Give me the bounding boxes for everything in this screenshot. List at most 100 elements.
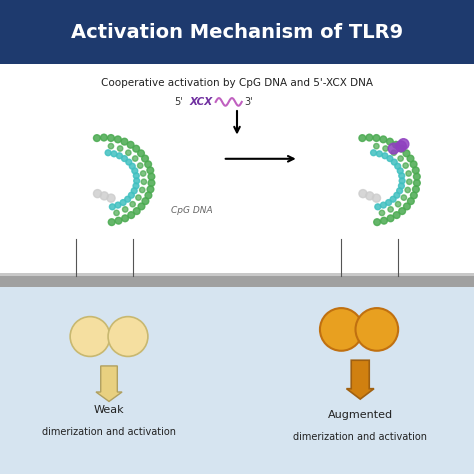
Circle shape	[374, 219, 381, 226]
Circle shape	[130, 201, 136, 207]
Circle shape	[366, 134, 373, 141]
Circle shape	[132, 156, 138, 161]
Circle shape	[121, 155, 128, 162]
Circle shape	[128, 212, 135, 219]
Circle shape	[133, 208, 140, 214]
Circle shape	[93, 135, 100, 141]
Circle shape	[142, 198, 149, 204]
Text: XCX: XCX	[190, 97, 213, 107]
Circle shape	[108, 219, 115, 226]
Circle shape	[108, 135, 114, 141]
Circle shape	[115, 136, 121, 143]
FancyArrow shape	[346, 360, 374, 399]
Text: dimerization and activation: dimerization and activation	[42, 427, 176, 438]
Circle shape	[405, 187, 410, 192]
Circle shape	[131, 188, 137, 194]
Circle shape	[356, 308, 398, 351]
Circle shape	[133, 146, 139, 152]
Circle shape	[381, 202, 386, 208]
Text: 3': 3'	[244, 97, 253, 107]
Circle shape	[142, 155, 148, 162]
Circle shape	[387, 155, 393, 162]
Circle shape	[117, 153, 122, 159]
Text: CpG DNA: CpG DNA	[171, 207, 213, 215]
Circle shape	[407, 155, 414, 162]
Circle shape	[407, 179, 412, 184]
Circle shape	[392, 159, 397, 165]
Circle shape	[138, 203, 145, 210]
Circle shape	[386, 138, 393, 145]
Circle shape	[115, 217, 122, 224]
Circle shape	[128, 192, 134, 198]
FancyBboxPatch shape	[0, 284, 474, 474]
Circle shape	[388, 143, 399, 154]
Circle shape	[122, 215, 128, 222]
Text: Cooperative activation by CpG DNA and 5'-XCX DNA: Cooperative activation by CpG DNA and 5'…	[101, 78, 373, 88]
Circle shape	[133, 173, 139, 179]
Circle shape	[109, 204, 115, 210]
Circle shape	[122, 207, 128, 212]
FancyBboxPatch shape	[0, 0, 474, 64]
Circle shape	[391, 150, 396, 155]
Circle shape	[93, 190, 101, 198]
Circle shape	[365, 192, 374, 200]
Circle shape	[410, 192, 417, 199]
Circle shape	[380, 136, 387, 143]
Circle shape	[359, 135, 366, 141]
Text: Weak: Weak	[94, 405, 124, 415]
Circle shape	[140, 171, 146, 176]
Circle shape	[386, 200, 392, 205]
Circle shape	[398, 146, 405, 152]
Text: dimerization and activation: dimerization and activation	[293, 432, 427, 442]
Circle shape	[375, 204, 381, 210]
Circle shape	[127, 141, 134, 148]
Circle shape	[390, 196, 396, 202]
Circle shape	[410, 161, 417, 168]
Circle shape	[398, 156, 403, 161]
Circle shape	[108, 317, 148, 356]
Text: Augmented: Augmented	[328, 410, 393, 420]
Circle shape	[107, 194, 115, 202]
Circle shape	[70, 317, 110, 356]
Circle shape	[401, 195, 407, 201]
Circle shape	[147, 167, 154, 173]
Circle shape	[359, 190, 367, 198]
Circle shape	[408, 198, 414, 204]
FancyArrow shape	[96, 366, 122, 401]
Circle shape	[399, 173, 405, 179]
Circle shape	[413, 180, 420, 186]
Circle shape	[394, 192, 400, 198]
Circle shape	[387, 215, 394, 222]
Circle shape	[374, 144, 379, 149]
Circle shape	[371, 150, 376, 155]
Circle shape	[148, 173, 155, 180]
Circle shape	[381, 217, 387, 224]
Circle shape	[403, 203, 410, 210]
Circle shape	[379, 210, 385, 216]
Circle shape	[118, 146, 123, 151]
Circle shape	[115, 202, 121, 208]
Circle shape	[403, 150, 410, 157]
Circle shape	[388, 207, 393, 212]
Circle shape	[395, 164, 401, 169]
Circle shape	[383, 146, 388, 151]
Circle shape	[145, 192, 152, 199]
Circle shape	[100, 192, 109, 200]
Circle shape	[148, 180, 155, 186]
Circle shape	[111, 151, 117, 157]
Circle shape	[403, 163, 409, 168]
Circle shape	[395, 141, 406, 152]
Circle shape	[406, 171, 411, 176]
Circle shape	[121, 138, 128, 145]
Circle shape	[139, 187, 145, 192]
Circle shape	[395, 201, 401, 207]
Circle shape	[137, 150, 145, 157]
Circle shape	[397, 168, 403, 174]
FancyBboxPatch shape	[0, 273, 474, 276]
Circle shape	[397, 188, 402, 194]
Circle shape	[147, 186, 154, 192]
Circle shape	[137, 163, 143, 168]
Circle shape	[399, 208, 406, 214]
Circle shape	[114, 210, 119, 216]
Circle shape	[412, 186, 419, 192]
